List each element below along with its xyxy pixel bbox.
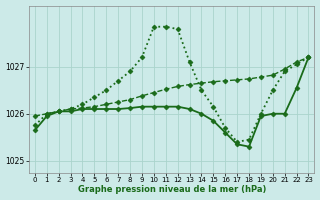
X-axis label: Graphe pression niveau de la mer (hPa): Graphe pression niveau de la mer (hPa): [77, 185, 266, 194]
